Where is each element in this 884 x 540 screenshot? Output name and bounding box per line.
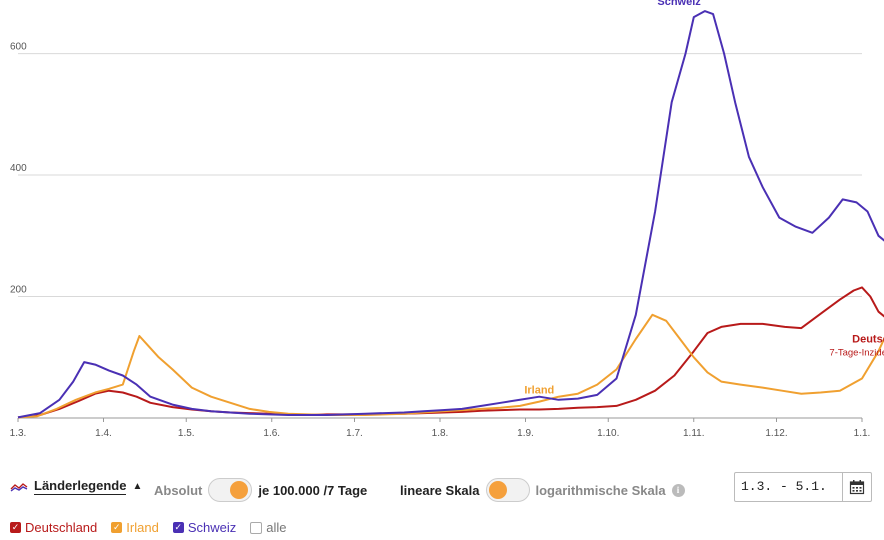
legend-toggle-label: Länderlegende <box>34 478 127 495</box>
legend-item-irland[interactable]: ✓ Irland <box>111 520 159 535</box>
x-tick-label: 1.5. <box>178 428 195 439</box>
series-lines <box>17 10 884 419</box>
series-sublabel-deutschland: 7-Tage-Inzidenz: 150 <box>829 348 884 359</box>
info-icon[interactable]: i <box>671 483 685 497</box>
series-line-deutschland <box>17 286 884 419</box>
legend-label: Schweiz <box>187 520 237 535</box>
checkbox-checked-icon[interactable]: ✓ <box>10 522 21 533</box>
series-labels: Schweiz Irland Deutschland 7-Tage-Inzidenz:… <box>524 0 884 397</box>
x-tick-label: 1.7. <box>346 428 363 439</box>
x-tick-label: 1.10. <box>597 428 619 439</box>
scale-toggle-switch[interactable] <box>485 478 530 502</box>
log-scale-label: logarithmische Skala <box>535 482 666 498</box>
series-line-schweiz <box>17 10 884 419</box>
legend-label: Irland <box>126 520 159 535</box>
series-line-irland <box>17 313 884 419</box>
per-100k-label: je 100.000 /7 Tage <box>258 482 368 498</box>
country-legend: ✓ Deutschland ✓ Irland ✓ Schweiz alle <box>10 520 286 535</box>
caret-up-icon: ▲ <box>132 481 143 492</box>
toggle-knob <box>488 481 507 499</box>
series-label-deutschland: Deutschland <box>852 334 884 346</box>
date-range-picker[interactable]: 1.3. - 5.1. <box>734 472 872 502</box>
x-tick-label: 1.1. <box>854 428 871 439</box>
unit-toggle-switch[interactable] <box>208 478 253 502</box>
scale-type-group: lineare Skala logarithmische Skala i <box>400 478 685 502</box>
y-tick-label: 200 <box>10 285 27 296</box>
grid-lines: 200 400 600 <box>10 42 862 298</box>
linear-scale-label: lineare Skala <box>400 482 480 498</box>
legend-label: Deutschland <box>25 520 98 535</box>
x-tick-label: 1.6. <box>263 428 280 439</box>
scale-unit-group: Absolut je 100.000 /7 Tage <box>154 478 367 502</box>
checkbox-checked-icon[interactable]: ✓ <box>111 522 123 533</box>
y-tick-label: 400 <box>10 163 27 174</box>
y-tick-label: 600 <box>10 42 27 53</box>
legend-item-deutschland[interactable]: ✓ Deutschland <box>10 520 97 535</box>
x-tick-label: 1.8. <box>432 428 449 439</box>
legend-label: alle <box>266 520 287 535</box>
date-range-input[interactable]: 1.3. - 5.1. <box>741 479 827 494</box>
toggle-knob <box>230 481 249 499</box>
calendar-icon[interactable] <box>842 473 871 501</box>
checkbox-checked-icon[interactable]: ✓ <box>172 522 184 533</box>
series-label-irland: Irland <box>524 385 554 397</box>
series-label-schweiz: Schweiz <box>657 0 701 8</box>
line-chart-icon <box>10 482 28 492</box>
legend-item-alle[interactable]: alle <box>250 520 286 535</box>
checkbox-empty-icon[interactable] <box>250 521 263 534</box>
x-tick-label: 1.3. <box>10 428 27 439</box>
x-axis: 1.3. 1.4. 1.5. 1.6. 1.7. 1.8. 1.9. 1.10. 1.11. 1.… <box>10 417 871 439</box>
legend-toggle-button[interactable]: Länderlegende ▲ <box>10 478 142 495</box>
x-tick-label: 1.11. <box>683 428 705 439</box>
chart-controls: Länderlegende ▲ Absolut je 100.000 /7 Ta… <box>10 472 874 504</box>
x-tick-label: 1.12. <box>765 428 787 439</box>
x-tick-label: 1.4. <box>95 428 112 439</box>
legend-item-schweiz[interactable]: ✓ Schweiz <box>172 520 237 535</box>
absolute-label: Absolut <box>154 482 203 498</box>
x-tick-label: 1.9. <box>517 428 534 439</box>
